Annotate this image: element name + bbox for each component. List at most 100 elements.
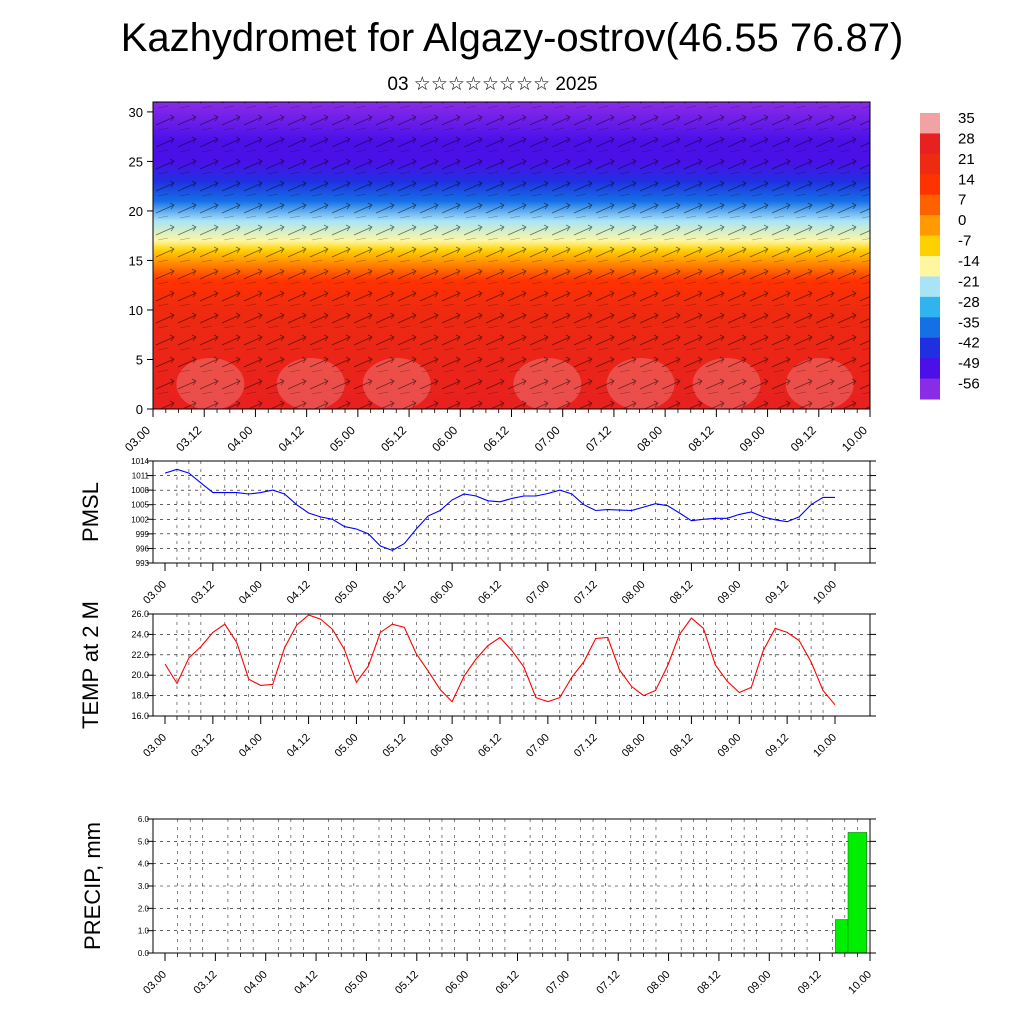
pmsl-series-line: [164, 468, 835, 552]
temp-ylabel: TEMP at 2 M: [78, 601, 103, 729]
precip-xtick-label: 08.12: [695, 969, 723, 997]
precip-xtick-label: 03.12: [192, 969, 220, 997]
temp-xtick-label: 07.00: [524, 732, 552, 760]
colorbar-swatch: [920, 296, 940, 318]
pmsl-xtick-label: 06.00: [428, 579, 456, 607]
cross-xtick-label: 04.12: [276, 423, 307, 454]
colorbar: 35 28 21 14 7 0 -7 -14 -21 -28 -35 -42 -49 -56: [920, 110, 980, 400]
precip-xtick-label: 06.12: [494, 969, 522, 997]
chart-title: Kazhydromet for Algazy-ostrov(46.55 76.8…: [120, 16, 904, 60]
temp-ytick-label: 20.0: [131, 670, 149, 680]
pmsl-xtick-label: 05.00: [333, 579, 361, 607]
temp-xtick-label: 08.12: [668, 732, 696, 760]
temp-xtick-label: 03.00: [141, 732, 169, 760]
precip-xtick-label: 08.00: [645, 969, 673, 997]
pmsl-xtick-label: 03.00: [141, 579, 169, 607]
precip-ytick-label: 0.0: [138, 949, 150, 958]
pmsl-ytick-label: 993: [136, 559, 150, 568]
temp-ytick-label: 24.0: [131, 629, 149, 639]
colorbar-swatch: [920, 194, 940, 216]
pmsl-xtick-label: 07.12: [572, 579, 600, 607]
pmsl-xtick-label: 03.12: [189, 579, 217, 607]
colorbar-label: -7: [958, 233, 971, 250]
colorbar-label: -35: [958, 314, 980, 331]
precip-xtick-label: 03.00: [141, 969, 169, 997]
colorbar-swatch: [920, 317, 940, 339]
colorbar-swatch: [920, 113, 940, 134]
colorbar-swatch: [920, 276, 940, 298]
colorbar-label: -14: [958, 253, 980, 270]
colorbar-label: 0: [958, 212, 966, 229]
precip-ytick-label: 6.0: [138, 815, 150, 824]
precip-ytick-label: 3.0: [138, 882, 150, 891]
pmsl-ytick-label: 999: [136, 530, 150, 539]
pmsl-ytick-label: 996: [136, 544, 150, 553]
precip-ytick-label: 1.0: [138, 927, 150, 936]
cross-xtick-label: 05.00: [327, 423, 358, 454]
colorbar-swatch: [920, 215, 940, 237]
pmsl-panel: 1014 1011 1008 1005 1002 999 996 993 03.00 03.12 0…: [78, 457, 876, 607]
temp-xtick-label: 09.12: [763, 732, 791, 760]
temp-ytick-label: 22.0: [131, 650, 149, 660]
cross-xtick-label: 06.12: [480, 423, 511, 454]
cross-ytick-label: 30: [129, 105, 143, 120]
colorbar-swatch: [920, 153, 940, 175]
cross-xtick-label: 07.00: [532, 423, 563, 454]
cross-ytick-label: 15: [129, 253, 143, 268]
cross-xtick-label: 08.00: [634, 423, 665, 454]
precip-xtick-label: 10.00: [846, 969, 874, 997]
precip-xtick-label: 04.00: [242, 969, 270, 997]
precip-ylabel: PRECIP, mm: [80, 822, 105, 950]
temp-ytick-label: 18.0: [131, 691, 149, 701]
temp-xtick-label: 05.00: [333, 732, 361, 760]
precip-xtick-label: 07.00: [544, 969, 572, 997]
pmsl-ytick-label: 1005: [131, 501, 149, 510]
cross-xtick-label: 09.12: [788, 423, 819, 454]
pmsl-ylabel: PMSL: [78, 482, 103, 542]
pmsl-frame: [152, 460, 871, 564]
pmsl-ytick-label: 1008: [131, 486, 149, 495]
pmsl-xtick-label: 09.00: [715, 579, 743, 607]
pmsl-xtick-label: 10.00: [811, 579, 839, 607]
temp-series-line: [164, 614, 836, 706]
colorbar-label: 28: [958, 130, 975, 147]
precip-xtick-label: 06.00: [443, 969, 471, 997]
temp-xtick-label: 08.00: [620, 732, 648, 760]
colorbar-label: 7: [958, 192, 966, 209]
precip-xtick-label: 07.12: [594, 969, 622, 997]
cross-xtick-label: 09.00: [737, 423, 768, 454]
pmsl-xtick-label: 07.00: [524, 579, 552, 607]
temp-xtick-label: 03.12: [189, 732, 217, 760]
colorbar-label: -28: [958, 294, 980, 311]
precip-frame: [152, 818, 871, 954]
pmsl-ytick-label: 1002: [131, 515, 149, 524]
cross-xtick-label: 03.12: [173, 423, 204, 454]
colorbar-label: 14: [958, 171, 975, 188]
chart-subtitle: 03 ☆☆☆☆☆☆☆☆ 2025: [387, 74, 598, 95]
colorbar-swatch: [920, 337, 940, 359]
colorbar-swatch: [920, 358, 940, 380]
pmsl-xtick-label: 04.12: [285, 579, 313, 607]
pmsl-ytick-label: 1011: [132, 472, 150, 481]
colorbar-label: -56: [958, 376, 980, 393]
temp-ytick-label: 26.0: [131, 609, 149, 619]
temp-frame: [152, 613, 871, 717]
cross-ytick-label: 25: [129, 154, 143, 169]
cross-xtick-label: 06.00: [429, 423, 460, 454]
colorbar-label: 21: [958, 151, 975, 168]
temp-ytick-label: 16.0: [131, 711, 149, 721]
colorbar-label: -42: [958, 335, 980, 352]
cross-ytick-label: 0: [136, 402, 143, 417]
precip-ytick-label: 4.0: [138, 860, 150, 869]
colorbar-swatch: [920, 256, 940, 277]
temp-xtick-label: 09.00: [715, 732, 743, 760]
colorbar-label: 35: [958, 110, 975, 127]
temp-xtick-label: 05.12: [380, 732, 408, 760]
temp-xtick-label: 10.00: [811, 732, 839, 760]
temp-xtick-label: 04.00: [237, 732, 265, 760]
precip-xtick-label: 09.12: [796, 969, 824, 997]
precip-xtick-label: 05.12: [393, 969, 421, 997]
temp-xtick-label: 06.12: [476, 732, 504, 760]
precip-xtick-label: 05.00: [343, 969, 371, 997]
